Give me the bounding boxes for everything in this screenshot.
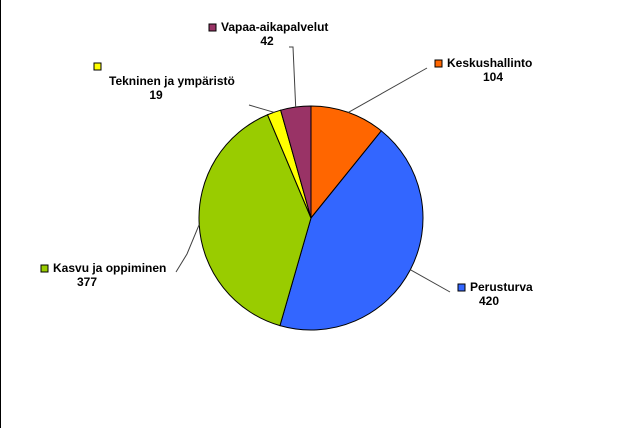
pie-slices: [198, 105, 424, 331]
label-value-keskushallinto: 104: [483, 70, 503, 84]
label-value-perusturva: 420: [479, 294, 499, 308]
slice-perusturva: [279, 130, 424, 331]
label-name-vapaa-aikapalvelut: Vapaa-aikapalvelut: [221, 20, 328, 34]
label-name-keskushallinto: Keskushallinto: [447, 56, 532, 70]
leader-tekninen-ja-ymp-rist: [248, 104, 275, 113]
label-swatch-keskushallinto: [434, 59, 443, 68]
label-swatch-tekninen-ja-ymp-rist: [93, 62, 102, 71]
label-value-kasvu-ja-oppiminen: 377: [77, 275, 97, 289]
leader-lines: [175, 46, 451, 293]
label-swatch-perusturva: [457, 283, 466, 292]
leader-perusturva: [410, 269, 451, 293]
leader-vapaa-aikapalvelut: [289, 46, 297, 108]
slice-kasvu-ja-oppiminen: [198, 114, 312, 327]
label-name-tekninen-ja-ymp-rist: Tekninen ja ympäristö: [109, 74, 235, 88]
label-value-vapaa-aikapalvelut: 42: [260, 34, 274, 48]
label-name-perusturva: Perusturva: [470, 280, 533, 294]
leader-kasvu-ja-oppiminen: [175, 224, 200, 273]
leader-keskushallinto: [348, 67, 428, 113]
label-name-kasvu-ja-oppiminen: Kasvu ja oppiminen: [53, 261, 166, 275]
label-swatch-kasvu-ja-oppiminen: [40, 264, 49, 273]
label-swatch-vapaa-aikapalvelut: [208, 23, 217, 32]
label-value-tekninen-ja-ymp-rist: 19: [149, 88, 163, 102]
slice-keskushallinto: [310, 105, 383, 220]
